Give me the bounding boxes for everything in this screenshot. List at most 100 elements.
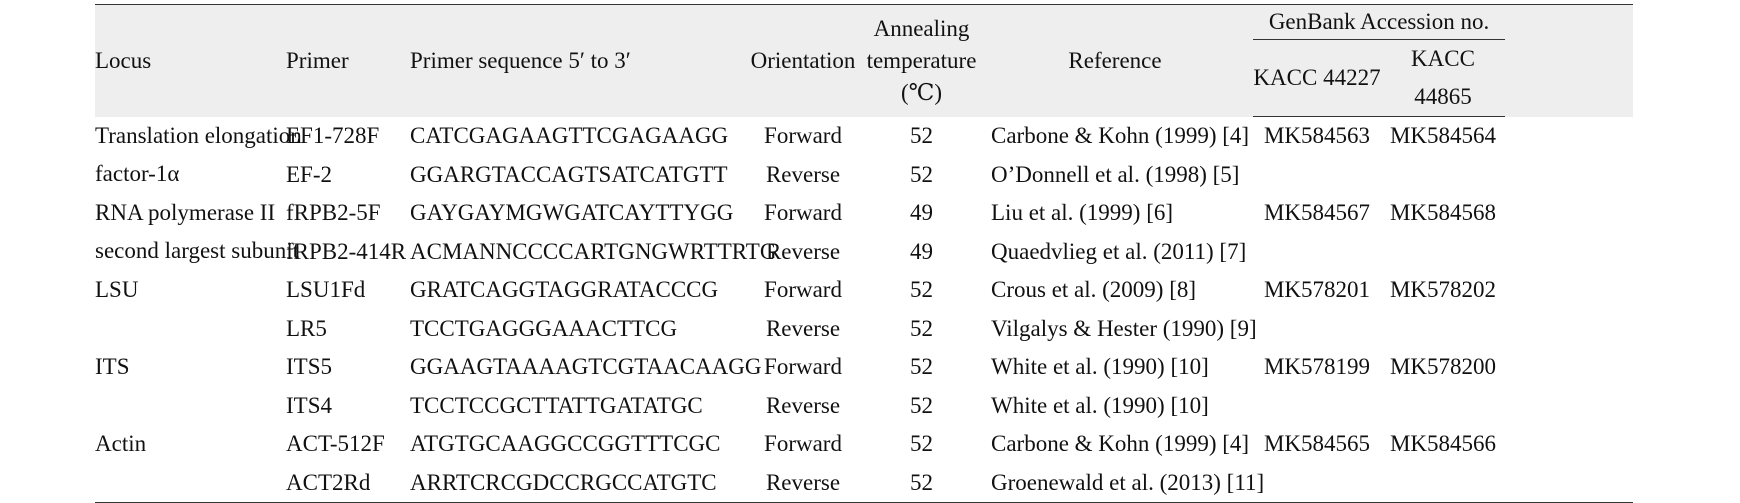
header-orientation: Orientation xyxy=(740,4,866,117)
spacer-cell xyxy=(1505,463,1634,503)
reference-cell: O’Donnell et al. (1998) [5] xyxy=(991,161,1240,187)
locus-cell: Actin xyxy=(95,431,147,456)
primer-cell: LSU1Fd xyxy=(286,277,366,302)
reference-cell: Liu et al. (1999) [6] xyxy=(991,200,1174,225)
header-annealing-line1: Annealing xyxy=(873,15,970,41)
temperature-cell: 49 xyxy=(910,238,933,264)
table-row: ACT2Rd ARRTCRCGDCCRGCCATGTC Reverse 52 G… xyxy=(95,463,1634,503)
accession-cell-1 xyxy=(1253,310,1381,349)
temperature-cell: 49 xyxy=(910,200,933,225)
reference-cell: Carbone & Kohn (1999) [4] xyxy=(991,122,1250,148)
table-row: fRPB2-414R ACMANNCCCCARTGNGWRTTRTG Rever… xyxy=(95,233,1633,272)
header-sequence: Primer sequence 5′ to 3′ xyxy=(410,4,740,117)
table-row: ITS4 TCCTCCGCTTATTGATATGC Reverse 52 Whi… xyxy=(95,387,1633,426)
primer-cell: EF-2 xyxy=(286,161,332,187)
reference-cell: Groenewald et al. (2013) [11] xyxy=(977,463,1264,503)
accession-cell-2: MK584564 xyxy=(1389,123,1497,148)
table-body: Translation elongation factor-1α EF1-728… xyxy=(95,117,1634,503)
accession-cell-1: MK584565 xyxy=(1263,431,1371,456)
locus-line1: Translation elongation xyxy=(95,122,302,148)
header-kacc-44865: KACC 44865 xyxy=(1381,39,1506,117)
header-annealing: Annealing temperature (℃) xyxy=(866,4,977,117)
temperature-cell: 52 xyxy=(910,161,933,187)
sequence-cell: GGAAGTAAAAGTCGTAACAAGG xyxy=(410,354,762,379)
accession-cell-1: MK584563 xyxy=(1263,123,1371,148)
temperature-cell: 52 xyxy=(910,122,933,148)
locus-line1: RNA polymerase II xyxy=(95,200,276,225)
spacer-cell xyxy=(1505,425,1633,464)
header-kacc-44227: KACC 44227 xyxy=(1253,39,1381,117)
header-locus: Locus xyxy=(95,4,286,117)
accession-cell-1 xyxy=(1253,387,1381,426)
primer-cell: fRPB2-5F xyxy=(286,200,381,225)
reference-cell: Quaedvlieg et al. (2011) [7] xyxy=(991,238,1247,264)
temperature-cell: 52 xyxy=(910,277,933,302)
accession-cell-2: MK578200 xyxy=(1389,354,1497,379)
reference-cell: Vilgalys & Hester (1990) [9] xyxy=(991,315,1257,341)
header-reference: Reference xyxy=(977,4,1253,117)
orientation-cell: Forward xyxy=(764,277,842,302)
header-primer: Primer xyxy=(286,4,410,117)
locus-cell: LSU xyxy=(95,277,139,302)
spacer-cell xyxy=(1505,271,1633,310)
temperature-cell: 52 xyxy=(910,354,933,379)
spacer-cell xyxy=(1505,194,1633,233)
accession-cell-1 xyxy=(1253,463,1381,503)
orientation-cell: Reverse xyxy=(740,463,866,503)
reference-cell: White et al. (1990) [10] xyxy=(991,392,1209,418)
accession-cell-2 xyxy=(1381,387,1505,426)
locus-cell: Translation elongation factor-1α xyxy=(95,117,302,195)
temperature-cell: 52 xyxy=(910,392,933,418)
table-row: LR5 TCCTGAGGGAAACTTCG Reverse 52 Vilgaly… xyxy=(95,310,1633,349)
primer-cell: ACT-512F xyxy=(286,431,385,456)
table-header: Locus Primer Primer sequence 5′ to 3′ Or… xyxy=(95,4,1634,117)
spacer-cell xyxy=(1505,233,1633,272)
orientation-cell: Forward xyxy=(764,431,842,456)
sequence-cell: TCCTCCGCTTATTGATATGC xyxy=(410,392,703,418)
accession-cell-2: MK584566 xyxy=(1389,431,1497,456)
locus-cell: RNA polymerase II second largest subunit xyxy=(95,194,299,271)
accession-cell-2: MK584568 xyxy=(1389,200,1497,225)
locus-cell xyxy=(95,463,286,503)
primer-cell: LR5 xyxy=(286,315,327,341)
sequence-cell: ACMANNCCCCARTGNGWRTTRTG xyxy=(410,238,777,264)
primer-cell: ITS4 xyxy=(286,392,332,418)
reference-cell: Carbone & Kohn (1999) [4] xyxy=(991,431,1250,456)
table-row: RNA polymerase II second largest subunit… xyxy=(95,194,1633,263)
primer-cell: ITS5 xyxy=(286,354,332,379)
orientation-cell: Reverse xyxy=(765,161,841,187)
accession-cell-1 xyxy=(1253,233,1381,272)
primer-cell: EF1-728F xyxy=(286,122,380,148)
spacer-cell xyxy=(1505,156,1633,195)
accession-cell-1: MK578199 xyxy=(1263,354,1371,379)
primer-table: Locus Primer Primer sequence 5′ to 3′ Or… xyxy=(95,4,1634,503)
orientation-cell: Forward xyxy=(764,354,842,379)
orientation-cell: Reverse xyxy=(765,392,841,418)
header-genbank: GenBank Accession no. xyxy=(1253,4,1506,40)
sequence-cell: GGARGTACCAGTSATCATGTT xyxy=(410,161,728,187)
primer-table-container: Locus Primer Primer sequence 5′ to 3′ Or… xyxy=(95,4,1634,503)
accession-cell-2 xyxy=(1381,310,1505,349)
spacer-cell xyxy=(1505,348,1633,387)
table-row: Translation elongation factor-1α EF1-728… xyxy=(95,117,1633,186)
sequence-cell: TCCTGAGGGAAACTTCG xyxy=(410,315,678,341)
sequence-cell: CATCGAGAAGTTCGAGAAGG xyxy=(410,122,729,148)
primer-cell: fRPB2-414R xyxy=(286,238,407,264)
header-annealing-line2: temperature xyxy=(866,47,977,73)
accession-cell-1 xyxy=(1253,156,1381,195)
accession-cell-2 xyxy=(1381,156,1505,195)
sequence-cell: ARRTCRCGDCCRGCCATGTC xyxy=(410,463,740,503)
orientation-cell: Reverse xyxy=(765,238,841,264)
table-row: EF-2 GGARGTACCAGTSATCATGTT Reverse 52 O’… xyxy=(95,156,1633,195)
locus-line2: second largest subunit xyxy=(95,238,299,263)
temperature-cell: 52 xyxy=(866,463,977,503)
temperature-cell: 52 xyxy=(910,431,933,456)
spacer-cell xyxy=(1505,310,1633,349)
locus-cell xyxy=(95,310,286,349)
locus-line2: factor-1α xyxy=(95,160,180,186)
reference-cell: White et al. (1990) [10] xyxy=(991,354,1209,379)
header-spacer xyxy=(1505,4,1634,117)
temperature-cell: 52 xyxy=(910,315,933,341)
header-annealing-line3: (℃) xyxy=(900,79,943,105)
table-row: LSU LSU1Fd GRATCAGGTAGGRATACCCG Forward … xyxy=(95,271,1633,310)
